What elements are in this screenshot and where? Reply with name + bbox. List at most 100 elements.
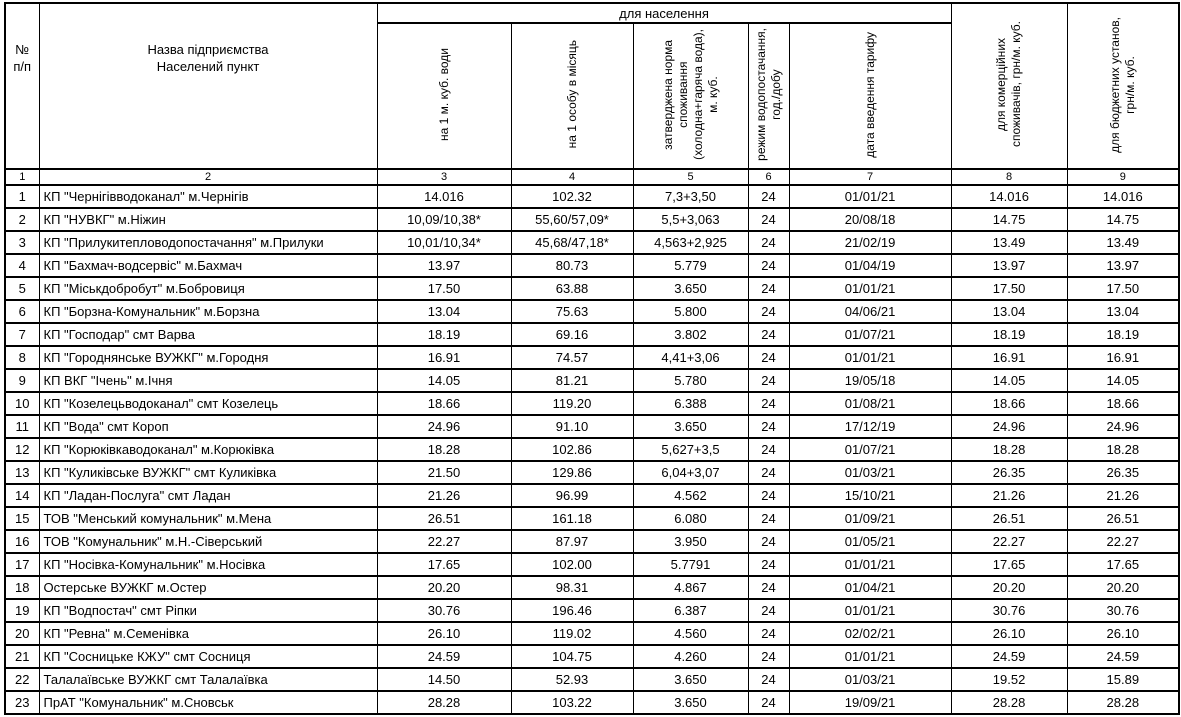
cell-date: 01/03/21: [788, 460, 952, 485]
cell-norm: 6.080: [632, 506, 749, 531]
header-per-m3-label: на 1 м. куб. води: [436, 48, 451, 141]
cell-norm: 4.562: [632, 483, 749, 508]
cell-name: КП "Носівка-Комунальник" м.Носівка: [38, 552, 378, 577]
cell-date: 21/02/19: [788, 230, 952, 255]
table-header: № п/п Назва підприємства Населений пункт…: [4, 2, 1180, 186]
cell-num: 21: [4, 644, 40, 669]
cell-per_person: 119.02: [510, 621, 634, 646]
cell-date: 04/06/21: [788, 299, 952, 324]
cell-regime: 24: [747, 621, 790, 646]
header-commercial-consumers-label: для комерційних споживачів, грн/м. куб.: [994, 21, 1024, 148]
cell-date: 01/01/21: [788, 345, 952, 370]
cell-per_person: 102.00: [510, 552, 634, 577]
cell-norm: 4.867: [632, 575, 749, 600]
cell-name: КП "НУВКГ" м.Ніжин: [38, 207, 378, 232]
water-tariff-table: № п/п Назва підприємства Населений пункт…: [4, 2, 1181, 715]
cell-budget: 18.66: [1066, 391, 1180, 416]
cell-per_m3: 22.27: [376, 529, 512, 554]
cell-regime: 24: [747, 207, 790, 232]
cell-budget: 15.89: [1066, 667, 1180, 692]
cell-budget: 16.91: [1066, 345, 1180, 370]
cell-regime: 24: [747, 414, 790, 439]
cell-per_person: 196.46: [510, 598, 634, 623]
cell-per_m3: 24.59: [376, 644, 512, 669]
cell-per_m3: 21.26: [376, 483, 512, 508]
column-number-2: 2: [38, 168, 378, 186]
cell-num: 6: [4, 299, 40, 324]
header-consumption-norm-label: затверджена норма споживання (холодна+га…: [660, 29, 720, 160]
cell-norm: 5.779: [632, 253, 749, 278]
cell-commercial: 18.28: [950, 437, 1068, 462]
cell-commercial: 14.016: [950, 184, 1068, 209]
cell-per_m3: 17.65: [376, 552, 512, 577]
table-row: 17 КП "Носівка-Комунальник" м.Носівка 17.6…: [4, 552, 1180, 577]
header-budget-institutions-label: для бюджетних установ, грн/м. куб.: [1107, 16, 1137, 153]
table-row: 21 КП "Сосницьке КЖУ" смт Сосниця 24.59 104…: [4, 644, 1180, 669]
cell-date: 15/10/21: [788, 483, 952, 508]
cell-name: ТОВ "Комунальник" м.Н.-Сіверський: [38, 529, 378, 554]
cell-name: КП "Водпостач" смт Ріпки: [38, 598, 378, 623]
cell-commercial: 14.75: [950, 207, 1068, 232]
cell-budget: 14.05: [1066, 368, 1180, 393]
cell-norm: 4,563+2,925: [632, 230, 749, 255]
cell-date: 19/09/21: [788, 690, 952, 715]
header-consumption-norm: затверджена норма споживання (холодна+га…: [632, 22, 749, 170]
cell-commercial: 13.97: [950, 253, 1068, 278]
cell-num: 9: [4, 368, 40, 393]
cell-budget: 28.28: [1066, 690, 1180, 715]
cell-date: 01/01/21: [788, 276, 952, 301]
cell-regime: 24: [747, 529, 790, 554]
table-row: 19 КП "Водпостач" смт Ріпки 30.76 196.46 6.3…: [4, 598, 1180, 623]
cell-num: 23: [4, 690, 40, 715]
cell-date: 01/08/21: [788, 391, 952, 416]
cell-commercial: 24.59: [950, 644, 1068, 669]
cell-per_m3: 10,01/10,34*: [376, 230, 512, 255]
cell-regime: 24: [747, 667, 790, 692]
cell-num: 11: [4, 414, 40, 439]
cell-norm: 3.950: [632, 529, 749, 554]
cell-per_person: 98.31: [510, 575, 634, 600]
table-row: 23 ПрАТ "Комунальник" м.Сновськ 28.28 103.2…: [4, 690, 1180, 715]
column-number-7: 7: [788, 168, 952, 186]
table-row: 13 КП "Куликівське ВУЖКГ" смт Куликівка 21…: [4, 460, 1180, 485]
cell-num: 18: [4, 575, 40, 600]
cell-per_person: 87.97: [510, 529, 634, 554]
table-row: 4 КП "Бахмач-водсервіс" м.Бахмач 13.97 80.7…: [4, 253, 1180, 278]
table-row: 8 КП "Городнянське ВУЖКГ" м.Городня 16.91 7…: [4, 345, 1180, 370]
column-number-5: 5: [632, 168, 749, 186]
cell-budget: 22.27: [1066, 529, 1180, 554]
cell-per_person: 119.20: [510, 391, 634, 416]
cell-norm: 5,627+3,5: [632, 437, 749, 462]
cell-regime: 24: [747, 184, 790, 209]
cell-norm: 3.802: [632, 322, 749, 347]
cell-budget: 18.28: [1066, 437, 1180, 462]
cell-commercial: 26.35: [950, 460, 1068, 485]
cell-per_m3: 18.66: [376, 391, 512, 416]
cell-budget: 21.26: [1066, 483, 1180, 508]
cell-per_m3: 26.10: [376, 621, 512, 646]
cell-num: 20: [4, 621, 40, 646]
cell-name: КП "Городнянське ВУЖКГ" м.Городня: [38, 345, 378, 370]
cell-norm: 3.650: [632, 276, 749, 301]
cell-regime: 24: [747, 368, 790, 393]
cell-date: 01/07/21: [788, 322, 952, 347]
cell-per_m3: 24.96: [376, 414, 512, 439]
cell-regime: 24: [747, 230, 790, 255]
cell-per_person: 80.73: [510, 253, 634, 278]
cell-commercial: 13.49: [950, 230, 1068, 255]
cell-budget: 13.97: [1066, 253, 1180, 278]
cell-commercial: 28.28: [950, 690, 1068, 715]
cell-name: КП "Ревна" м.Семенівка: [38, 621, 378, 646]
cell-budget: 26.51: [1066, 506, 1180, 531]
cell-date: 17/12/19: [788, 414, 952, 439]
table-row: 6 КП "Борзна-Комунальник" м.Борзна 13.04 75…: [4, 299, 1180, 324]
cell-regime: 24: [747, 644, 790, 669]
cell-per_person: 81.21: [510, 368, 634, 393]
cell-date: 02/02/21: [788, 621, 952, 646]
header-per-person-label: на 1 особу в місяць: [564, 40, 579, 149]
column-number-8: 8: [950, 168, 1068, 186]
cell-commercial: 17.50: [950, 276, 1068, 301]
cell-num: 16: [4, 529, 40, 554]
cell-per_person: 103.22: [510, 690, 634, 715]
cell-name: ТОВ "Менський комунальник" м.Мена: [38, 506, 378, 531]
